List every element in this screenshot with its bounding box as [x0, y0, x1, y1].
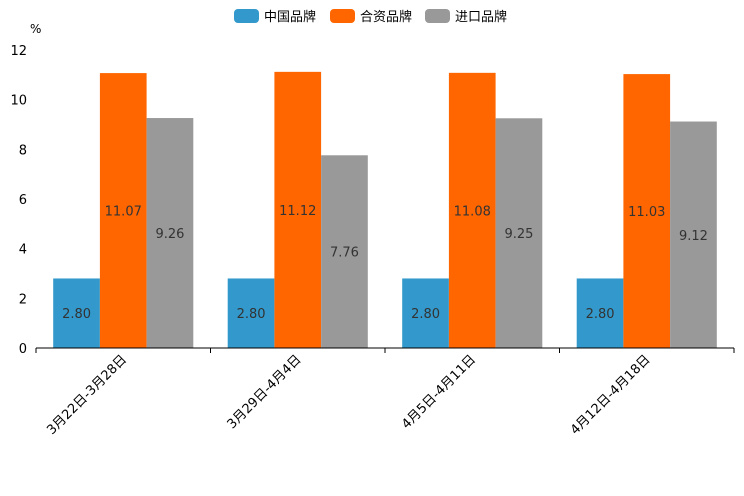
legend-swatch-2: [330, 9, 355, 23]
x-tick-label: 4月5日-4月11日: [399, 352, 479, 432]
legend-swatch-3: [425, 9, 450, 23]
bar-2-3: [448, 72, 496, 348]
x-axis-ticks: [35, 348, 735, 353]
data-label: 7.76: [330, 246, 359, 261]
y-tick-label: 6: [19, 193, 27, 208]
y-axis-unit-label: %: [30, 22, 41, 36]
x-tick-label: 4月12日-4月18日: [568, 352, 654, 438]
legend-label: 进口品牌: [455, 9, 507, 25]
bar-1-1: [53, 278, 100, 348]
x-axis-labels: 3月22日-3月28日 3月29日-4月4日 4月5日-4月11日 4月12日-4月1…: [44, 352, 653, 438]
bar-2-1: [99, 73, 147, 348]
bar-2-4: [623, 74, 671, 349]
bar-3-2: [321, 155, 368, 348]
data-labels: 2.80 11.07 9.26 2.80 11.12 7.76 2.80 11.08 9.25 2…: [62, 204, 708, 322]
y-tick-label: 10: [10, 94, 27, 109]
y-tick-label: 0: [19, 342, 27, 357]
y-tick-label: 4: [19, 243, 27, 258]
y-axis-ticks: 0 2 4 6 8 10 12: [10, 44, 27, 357]
data-label: 2.80: [62, 307, 91, 322]
bar-2-2: [274, 71, 322, 348]
bar-1-2: [227, 278, 275, 348]
x-tick-label: 3月22日-3月28日: [44, 352, 130, 438]
bar-1-3: [402, 278, 449, 348]
bars: [53, 71, 717, 349]
y-tick-label: 12: [10, 44, 27, 59]
x-tick-label: 3月29日-4月4日: [225, 352, 305, 432]
legend-label: 中国品牌: [264, 9, 316, 25]
data-label: 11.07: [105, 205, 142, 220]
bar-1-4: [576, 278, 624, 348]
data-label: 11.03: [628, 205, 665, 220]
bar-3-4: [670, 121, 717, 349]
y-tick-label: 8: [19, 143, 27, 158]
data-label: 9.25: [504, 227, 533, 242]
y-tick-label: 2: [19, 292, 27, 307]
bar-3-3: [495, 118, 543, 349]
bar-3-1: [146, 118, 194, 348]
data-label: 11.08: [454, 204, 491, 219]
data-label: 2.80: [237, 307, 266, 322]
data-label: 2.80: [586, 307, 615, 322]
legend-label: 合资品牌: [360, 9, 412, 25]
data-label: 9.26: [155, 227, 184, 242]
legend-swatch-1: [234, 9, 259, 23]
data-label: 2.80: [411, 307, 440, 322]
data-label: 9.12: [679, 229, 708, 244]
data-label: 11.12: [279, 204, 316, 219]
legend: 中国品牌 合资品牌 进口品牌: [234, 9, 507, 25]
